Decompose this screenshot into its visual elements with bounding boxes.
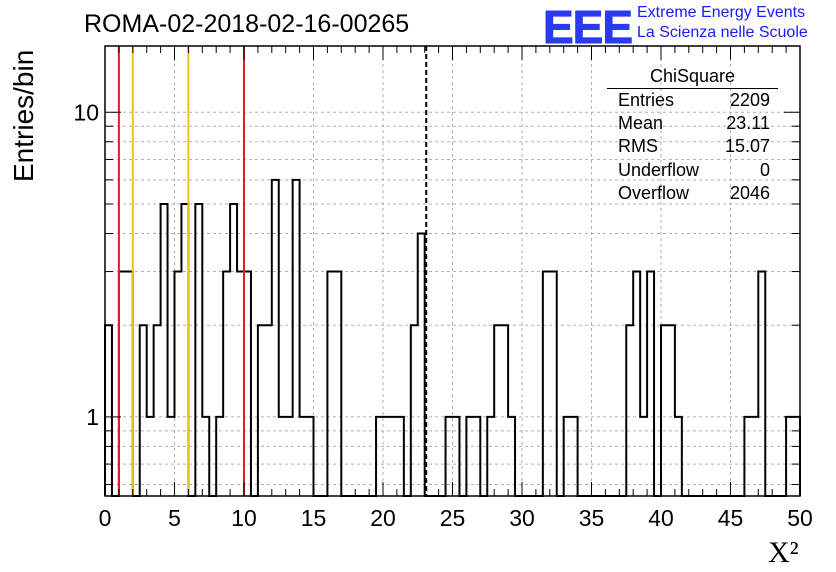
stats-box-name: ChiSquare — [607, 66, 778, 89]
stats-value: 0 — [759, 159, 770, 180]
x-tick-label: 15 — [301, 505, 327, 531]
x-tick-label: 0 — [99, 505, 112, 531]
logo-line-2: La Scienza nelle Scuole — [637, 24, 808, 41]
stats-label: Underflow — [618, 159, 700, 180]
stats-box: ChiSquare Entries 2209 Mean 23.11 RMS 15.07… — [607, 66, 778, 205]
x-axis-label: X² — [768, 536, 799, 569]
stats-row: Overflow 2046 — [611, 182, 778, 205]
x-tick-label: 50 — [787, 505, 813, 531]
stats-value: 2046 — [729, 182, 770, 203]
stats-row: Mean 23.11 — [611, 112, 778, 135]
stats-label: Mean — [618, 113, 664, 134]
x-tick-label: 5 — [168, 505, 181, 531]
stats-row: RMS 15.07 — [611, 135, 778, 158]
y-tick-label: 1 — [86, 404, 99, 430]
run-title: ROMA-02-2018-02-16-00265 — [84, 10, 410, 38]
stats-row: Underflow 0 — [611, 159, 778, 182]
stats-value: 15.07 — [724, 136, 770, 157]
x-tick-label: 40 — [648, 505, 674, 531]
y-tick-label: 10 — [73, 99, 99, 125]
x-tick-label: 30 — [509, 505, 535, 531]
logo-line-1: Extreme Energy Events — [637, 4, 806, 21]
x-tick-label: 10 — [231, 505, 257, 531]
stats-label: Entries — [618, 90, 675, 110]
y-axis-label: Entries/bin — [8, 49, 39, 182]
x-tick-label: 25 — [440, 505, 466, 531]
eee-logo: EEE — [542, 1, 633, 54]
stats-value: 23.11 — [726, 113, 770, 134]
stats-label: RMS — [618, 136, 658, 157]
stats-label: Overflow — [618, 182, 690, 203]
x-tick-label: 35 — [579, 505, 605, 531]
x-tick-label: 20 — [370, 505, 396, 531]
stats-row: Entries 2209 — [611, 89, 778, 112]
x-tick-label: 45 — [718, 505, 744, 531]
stats-value: 2209 — [729, 90, 770, 110]
